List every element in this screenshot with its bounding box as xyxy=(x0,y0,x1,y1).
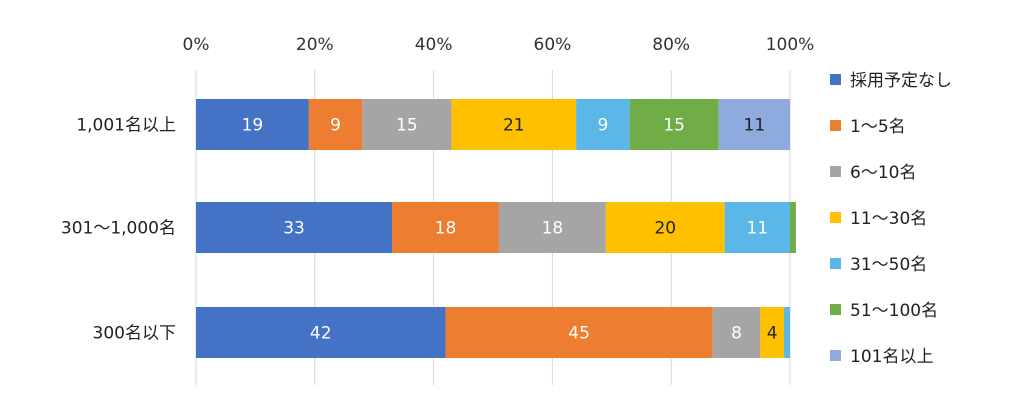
data-labels: 19 9 15 21 9 15 11 33 18 18 20 11 42 45 8 4 xyxy=(242,116,778,344)
x-tick-label: 80% xyxy=(652,35,690,55)
legend-swatch xyxy=(830,74,841,85)
data-label: 11 xyxy=(744,116,766,136)
data-label: 9 xyxy=(330,116,341,136)
bar-segment xyxy=(718,99,790,150)
legend-swatch xyxy=(830,258,841,269)
data-label: 9 xyxy=(597,116,608,136)
category-label: 300名以下 xyxy=(93,324,176,344)
category-label: 301～1,000名 xyxy=(61,219,176,239)
legend-label: 採用予定なし xyxy=(850,71,952,91)
data-label: 21 xyxy=(503,116,525,136)
bar-segment xyxy=(724,202,790,253)
x-tick-label: 20% xyxy=(296,35,334,55)
x-tick-label: 100% xyxy=(766,35,815,55)
data-label: 15 xyxy=(663,116,685,136)
data-label: 11 xyxy=(747,219,769,239)
legend-label: 31～50名 xyxy=(850,255,927,275)
bar-segment xyxy=(790,202,796,253)
data-label: 19 xyxy=(242,116,264,136)
x-axis-ticks: 0% 20% 40% 60% 80% 100% xyxy=(183,35,815,55)
data-label: 20 xyxy=(654,219,676,239)
x-tick-label: 0% xyxy=(183,35,210,55)
x-tick-label: 60% xyxy=(534,35,572,55)
data-label: 18 xyxy=(542,219,564,239)
bar-segment xyxy=(712,307,761,358)
bar-segment xyxy=(196,99,309,150)
legend: 採用予定なし 1～5名 6～10名 11～30名 31～50名 51～100名 101名以上 xyxy=(830,71,952,367)
data-label: 15 xyxy=(396,116,418,136)
bar-segment xyxy=(392,202,499,253)
bar-segment xyxy=(629,99,719,150)
x-tick-label: 40% xyxy=(415,35,453,55)
legend-swatch xyxy=(830,350,841,361)
data-label: 33 xyxy=(283,219,305,239)
legend-swatch xyxy=(830,304,841,315)
category-label: 1,001名以上 xyxy=(76,116,176,136)
category-labels: 1,001名以上 301～1,000名 300名以下 xyxy=(61,116,176,344)
legend-label: 11～30名 xyxy=(850,209,927,229)
legend-label: 6～10名 xyxy=(850,163,916,183)
bars xyxy=(196,99,796,358)
legend-label: 1～5名 xyxy=(850,117,906,137)
bar-segment xyxy=(196,202,393,253)
data-label: 42 xyxy=(310,324,332,344)
bar-segment xyxy=(498,202,606,253)
bar-segment xyxy=(576,99,630,150)
bar-segment xyxy=(196,307,446,358)
bar-segment xyxy=(362,99,452,150)
legend-label: 51～100名 xyxy=(850,301,938,321)
data-label: 18 xyxy=(435,219,457,239)
bar-segment xyxy=(451,99,577,150)
bar-segment xyxy=(445,307,713,358)
legend-swatch xyxy=(830,120,841,131)
bar-segment xyxy=(605,202,725,253)
legend-swatch xyxy=(830,212,841,223)
legend-label: 101名以上 xyxy=(850,347,933,367)
legend-swatch xyxy=(830,166,841,177)
data-label: 8 xyxy=(731,324,742,344)
bar-segment xyxy=(760,307,785,358)
bar-segment xyxy=(308,99,363,150)
data-label: 45 xyxy=(568,324,590,344)
bar-segment xyxy=(784,307,790,358)
data-label: 4 xyxy=(767,324,778,344)
